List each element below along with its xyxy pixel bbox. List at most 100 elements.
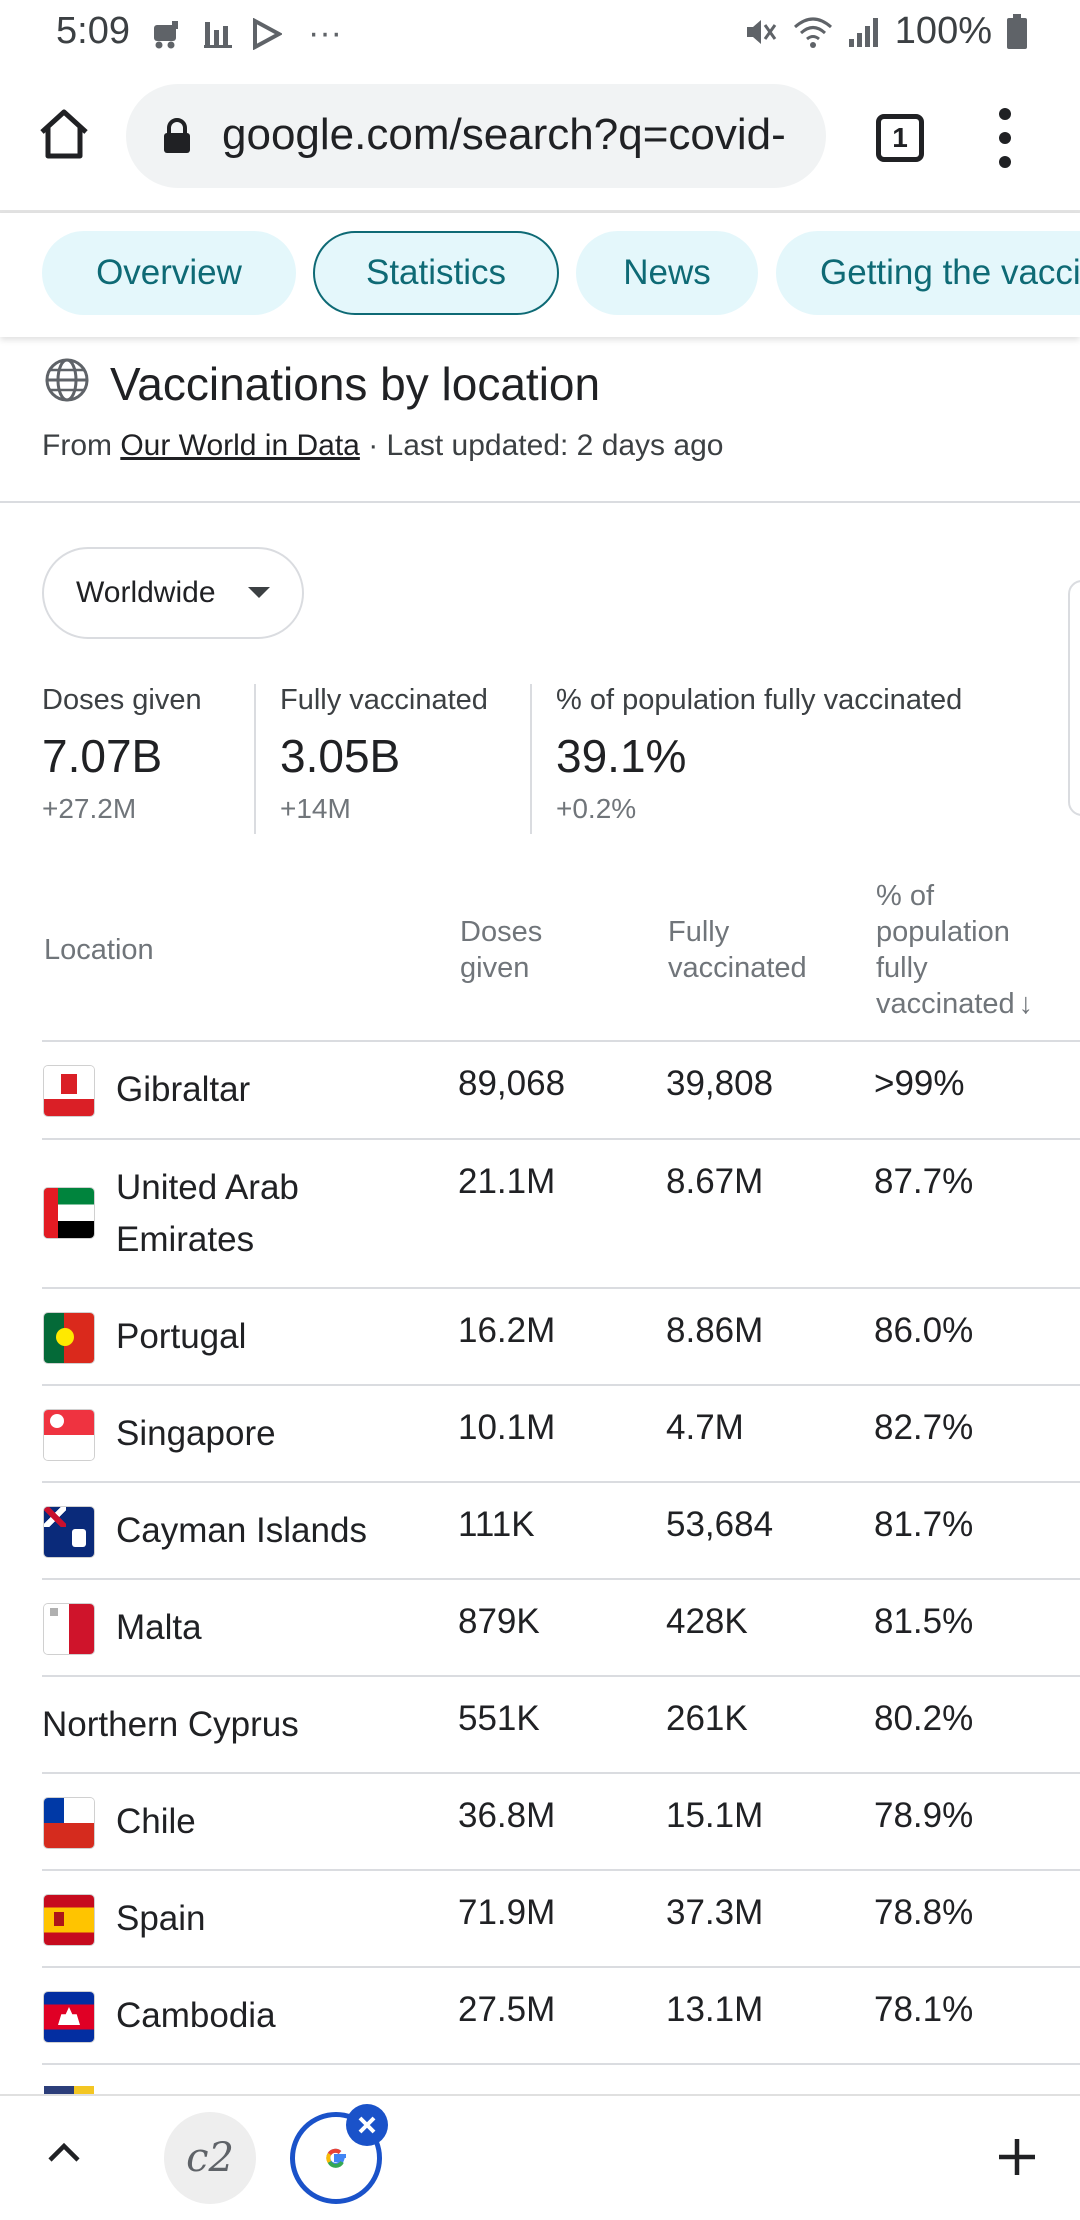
- table-row[interactable]: Cayman Islands 111K 53,684 81.7%: [0, 1483, 1080, 1579]
- fully-value: 261K: [666, 1699, 748, 1738]
- stat-change: +27.2M: [42, 793, 137, 824]
- source-prefix: From: [42, 429, 121, 462]
- header-doses-given[interactable]: Doses given: [460, 914, 542, 986]
- c2-logo-icon[interactable]: c2: [164, 2112, 256, 2204]
- table-row[interactable]: Gibraltar 89,068 39,808 >99%: [0, 1042, 1080, 1138]
- chile-flag-icon: [44, 1798, 94, 1848]
- table-row[interactable]: Cambodia 27.5M 13.1M 78.1%: [0, 1968, 1080, 2064]
- stat-label: % of population fully vaccinated: [556, 684, 963, 716]
- stat-value: 3.05B: [280, 730, 401, 782]
- percent-value: 87.7%: [874, 1162, 974, 1201]
- table-row[interactable]: Malta 879K 428K 81.5%: [0, 1580, 1080, 1676]
- last-updated: · Last updated: 2 days ago: [359, 429, 724, 462]
- table-row[interactable]: Chile 36.8M 15.1M 78.9%: [0, 1774, 1080, 1870]
- battery-icon: [1007, 13, 1027, 49]
- table-row[interactable]: Northern Cyprus 551K 261K 80.2%: [0, 1677, 1080, 1773]
- table-divider: [42, 1138, 1080, 1140]
- header-text: fully: [876, 952, 928, 984]
- percent-value: >99%: [874, 1064, 965, 1103]
- table-divider: [42, 1869, 1080, 1871]
- table-row[interactable]: Singapore 10.1M 4.7M 82.7%: [0, 1386, 1080, 1482]
- table-divider: [42, 1481, 1080, 1483]
- percent-value: 82.7%: [874, 1408, 974, 1447]
- header-text: % of: [876, 880, 935, 912]
- sort-arrow-down-icon: ↓: [1018, 988, 1034, 1020]
- region-selected: Worldwide: [76, 576, 216, 609]
- overflow-menu-icon[interactable]: [990, 108, 1020, 168]
- table-divider: [42, 1384, 1080, 1386]
- malta-flag-icon: [44, 1604, 94, 1654]
- doses-value: 21.1M: [458, 1162, 556, 1201]
- toolbar-divider: [0, 210, 1080, 213]
- play-store-icon: [253, 17, 282, 50]
- fully-value: 15.1M: [666, 1796, 764, 1835]
- doses-value: 10.1M: [458, 1408, 556, 1447]
- doses-value: 27.5M: [458, 1990, 556, 2029]
- stat-percent-fully-vaccinated: % of population fully vaccinated 39.1% +…: [556, 684, 962, 825]
- fully-value: 39,808: [666, 1064, 774, 1103]
- address-bar[interactable]: google.com/search?q=covid-: [126, 84, 826, 188]
- table-divider: [42, 2063, 1080, 2065]
- table-row[interactable]: Portugal 16.2M 8.86M 86.0%: [0, 1289, 1080, 1385]
- location-name: Portugal: [116, 1317, 247, 1356]
- location-name: Cambodia: [116, 1996, 276, 2035]
- header-text: Doses: [460, 916, 543, 948]
- stat-doses-given: Doses given 7.07B +27.2M: [42, 684, 202, 825]
- header-text: given: [460, 952, 530, 984]
- chip-news[interactable]: News: [576, 231, 758, 315]
- chip-statistics[interactable]: Statistics: [313, 231, 559, 315]
- summary-stats: Doses given 7.07B +27.2M Fully vaccinate…: [0, 684, 1080, 834]
- card-title: Vaccinations by location: [110, 358, 601, 410]
- fully-value: 8.67M: [666, 1162, 764, 1201]
- google-logo-icon: [326, 2148, 346, 2168]
- location-name: Gibraltar: [116, 1070, 251, 1109]
- header-fully-vaccinated[interactable]: Fully vaccinated: [668, 914, 807, 986]
- c2-logo-text: c2: [186, 2135, 234, 2181]
- partial-flag-icon: [44, 2086, 94, 2096]
- chevron-up-icon[interactable]: [46, 2140, 82, 2164]
- percent-value: 78.8%: [874, 1893, 974, 1932]
- source-line: From Our World in Data · Last updated: 2…: [42, 429, 723, 463]
- close-tab-icon[interactable]: [346, 2104, 388, 2146]
- table-divider: [42, 1966, 1080, 1968]
- stat-change: +0.2%: [556, 793, 637, 824]
- table-divider: [42, 1040, 1080, 1042]
- wifi-icon: [793, 17, 832, 48]
- location-name: Chile: [116, 1802, 196, 1841]
- topic-chips: Overview Statistics News Getting the vac…: [0, 213, 1080, 337]
- header-location[interactable]: Location: [44, 934, 154, 966]
- percent-value: 78.9%: [874, 1796, 974, 1835]
- bar-chart-icon: [204, 21, 232, 48]
- status-bar: 5:09 ··· 100%: [0, 0, 1080, 62]
- fully-value: 53,684: [666, 1505, 774, 1544]
- header-divider: [0, 501, 1080, 503]
- table-row[interactable]: Spain 71.9M 37.3M 78.8%: [0, 1871, 1080, 1967]
- source-link[interactable]: Our World in Data: [120, 429, 360, 462]
- tab-switcher-button[interactable]: 1: [876, 114, 924, 162]
- notification-icons: ···: [150, 14, 342, 53]
- stat-label: Doses given: [42, 684, 202, 716]
- status-time: 5:09: [56, 10, 130, 52]
- table-row[interactable]: United Arab Emirates 21.1M 8.67M 87.7%: [0, 1140, 1080, 1288]
- location-name: Singapore: [116, 1414, 276, 1453]
- doses-value: 551K: [458, 1699, 540, 1738]
- chip-overview[interactable]: Overview: [42, 231, 296, 315]
- cambodia-flag-icon: [44, 1992, 94, 2042]
- uae-flag-icon: [44, 1188, 94, 1238]
- stat-value: 7.07B: [42, 730, 163, 782]
- header-percent-fully-vaccinated[interactable]: % of population fully vaccinated ↓: [876, 878, 1033, 1022]
- new-tab-plus-icon[interactable]: [996, 2136, 1038, 2178]
- table-divider: [42, 1578, 1080, 1580]
- percent-value: 86.0%: [874, 1311, 974, 1350]
- chip-getting-the-vaccine[interactable]: Getting the vaccine: [776, 231, 1080, 315]
- table-divider: [42, 1772, 1080, 1774]
- percent-value: 78.1%: [874, 1990, 974, 2029]
- location-name: Cayman Islands: [116, 1511, 367, 1550]
- percent-value: 81.7%: [874, 1505, 974, 1544]
- table-header: Location Doses given Fully vaccinated % …: [0, 876, 1080, 1040]
- url-text[interactable]: google.com/search?q=covid-: [222, 110, 786, 159]
- stat-divider: [530, 684, 532, 834]
- home-icon[interactable]: [36, 106, 92, 162]
- region-dropdown[interactable]: Worldwide: [42, 547, 304, 639]
- close-icon: [358, 2116, 376, 2134]
